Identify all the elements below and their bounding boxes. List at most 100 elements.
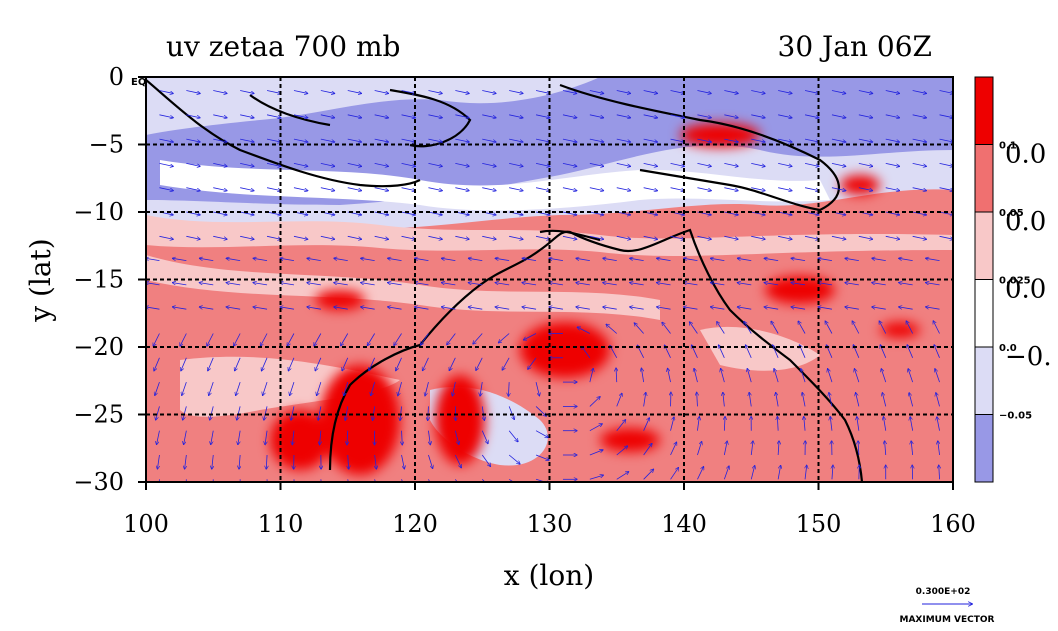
wind-vector xyxy=(883,417,887,431)
wind-vector xyxy=(213,235,227,239)
wind-vector xyxy=(509,187,523,191)
wind-vector xyxy=(240,235,254,239)
wind-vector xyxy=(562,138,577,142)
wind-vector xyxy=(818,307,833,310)
wind-vector xyxy=(804,138,819,142)
wind-vector xyxy=(468,283,483,286)
wind-vector xyxy=(535,138,550,142)
wind-vector xyxy=(509,90,523,94)
wind-vector xyxy=(643,187,658,191)
wind-vector xyxy=(831,90,846,94)
wind-vector xyxy=(211,430,214,445)
wind-vector xyxy=(737,307,752,310)
wind-vector xyxy=(778,163,792,166)
wind-vector xyxy=(428,406,429,420)
wind-vector xyxy=(576,258,590,261)
wind-vector xyxy=(845,258,859,261)
wind-vector xyxy=(616,211,631,215)
wind-vector xyxy=(697,163,711,166)
vector-key-value: 0.300E+02 xyxy=(916,587,971,597)
wind-vector xyxy=(643,163,658,166)
wind-vector xyxy=(265,430,267,445)
wind-vector xyxy=(778,235,792,239)
wind-vector xyxy=(778,441,779,456)
wind-vector xyxy=(212,454,213,469)
wind-vector xyxy=(690,322,698,334)
wind-vector xyxy=(858,114,873,118)
wind-vector xyxy=(428,454,432,468)
wind-vector xyxy=(374,187,389,191)
wind-vector xyxy=(293,138,308,142)
gulf-coast-north xyxy=(539,229,601,242)
x-tick-label: 130 xyxy=(527,510,573,538)
wind-vector xyxy=(428,430,430,445)
wind-vector xyxy=(885,163,900,166)
wind-vector xyxy=(481,479,486,482)
wind-vector xyxy=(802,393,806,407)
wind-vector xyxy=(562,235,577,239)
wind-vector xyxy=(291,406,295,420)
wind-vector xyxy=(401,187,416,191)
wind-vector xyxy=(751,114,765,118)
wind-vector xyxy=(535,430,548,438)
wind-vector xyxy=(401,211,416,215)
wind-vector xyxy=(186,114,200,118)
wind-vector xyxy=(236,381,241,395)
wind-vector xyxy=(185,454,187,469)
wind-vector xyxy=(535,382,539,396)
wind-vector xyxy=(711,283,725,286)
wind-vector xyxy=(939,187,953,191)
wind-vector xyxy=(318,406,322,420)
wind-vector xyxy=(482,235,496,239)
wind-vector xyxy=(935,369,940,383)
wind-vector xyxy=(280,307,295,310)
wind-vector xyxy=(159,90,173,94)
wind-vector xyxy=(290,381,295,395)
wind-vector xyxy=(508,454,520,464)
wind-vector xyxy=(616,187,631,191)
colorbar-label-large: 0.0 xyxy=(1005,140,1046,170)
wind-vector xyxy=(502,357,510,370)
wind-vector xyxy=(751,211,765,215)
wind-vector xyxy=(396,357,402,371)
wind-vector xyxy=(939,465,940,480)
wind-vector xyxy=(724,90,738,94)
wind-vector xyxy=(320,430,321,445)
wind-vector xyxy=(933,321,940,334)
wind-vector xyxy=(428,163,442,166)
borneo-coast-west xyxy=(249,94,331,127)
wind-vector xyxy=(603,307,617,310)
wind-vector xyxy=(562,163,577,166)
wind-vector xyxy=(388,258,402,261)
wind-vector xyxy=(320,90,335,94)
wind-vector xyxy=(293,114,308,118)
colorbar-label-large: 0.0 xyxy=(1005,275,1046,305)
wind-vector xyxy=(173,258,187,261)
wind-vector xyxy=(670,138,685,142)
wind-vector xyxy=(207,333,214,346)
wind-vector xyxy=(199,258,214,261)
wind-vector xyxy=(449,357,456,371)
wind-vector xyxy=(911,441,912,456)
wind-vector xyxy=(183,406,187,420)
wind-vector xyxy=(549,258,564,261)
wind-vector xyxy=(401,163,416,166)
wind-vector xyxy=(535,163,550,166)
wind-vector xyxy=(226,307,241,310)
wind-vectors xyxy=(146,90,953,482)
wind-vector xyxy=(240,90,254,94)
wind-vector xyxy=(589,90,604,94)
wind-vector xyxy=(388,283,402,286)
x-tick-label: 160 xyxy=(930,510,976,538)
wind-vector xyxy=(670,90,685,94)
wind-vector xyxy=(499,333,510,343)
wind-vector xyxy=(266,114,281,118)
wind-vector xyxy=(374,138,389,142)
wind-vector xyxy=(717,322,725,334)
wind-vector xyxy=(603,283,617,286)
y-tick-label: −20 xyxy=(73,333,124,361)
wind-vector xyxy=(562,114,577,118)
wind-vector xyxy=(845,283,859,286)
wind-vector xyxy=(746,345,752,358)
